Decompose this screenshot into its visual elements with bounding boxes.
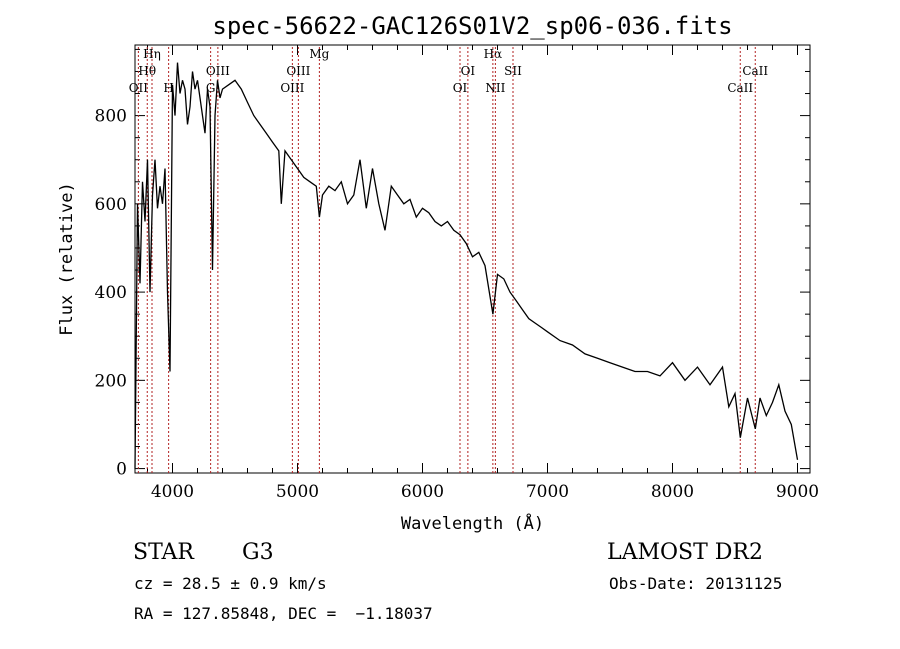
object-subclass: G3 (242, 540, 274, 565)
line-label: Hα (484, 47, 503, 61)
x-tick-label: 5000 (276, 482, 319, 502)
x-tick-label: 8000 (651, 482, 694, 502)
line-label: OI (453, 81, 468, 95)
line-label: OIII (206, 64, 230, 78)
survey-name: LAMOST DR2 (607, 540, 763, 565)
line-label: G (206, 81, 216, 95)
y-tick-label: 0 (116, 460, 127, 480)
x-tick-label: 4000 (151, 482, 194, 502)
obs-date: Obs-Date: 20131125 (609, 574, 783, 593)
object-class: STAR (133, 540, 194, 565)
line-label: OIII (286, 64, 310, 78)
y-tick-label: 400 (95, 283, 127, 303)
chart-title: spec-56622-GAC126S01V2_sp06-036.fits (212, 12, 732, 40)
line-label: H (163, 81, 173, 95)
line-label: Mg (309, 47, 329, 61)
line-label: OIII (280, 81, 304, 95)
line-label: Hθ (138, 64, 156, 78)
x-tick-label: 6000 (401, 482, 444, 502)
x-tick-label: 9000 (776, 482, 819, 502)
line-label: CaII (742, 64, 768, 78)
line-label: Hη (143, 47, 161, 61)
line-label: CaII (727, 81, 753, 95)
plot-frame (134, 44, 811, 474)
redshift-line: cz = 28.5 ± 0.9 km/s (134, 574, 327, 593)
y-tick-label: 200 (95, 371, 127, 391)
x-tick-label: 7000 (526, 482, 569, 502)
y-tick-label: 600 (95, 195, 127, 215)
coordinates: RA = 127.85848, DEC = −1.18037 (134, 604, 433, 623)
spectrum-line (134, 62, 799, 469)
y-axis-label: Flux (relative) (57, 182, 77, 336)
line-label: OII (129, 81, 149, 95)
line-label: NII (485, 81, 505, 95)
line-label: OI (461, 64, 476, 78)
x-axis-label: Wavelength (Å) (401, 512, 544, 534)
y-tick-label: 800 (95, 107, 127, 127)
line-label: SII (504, 64, 522, 78)
